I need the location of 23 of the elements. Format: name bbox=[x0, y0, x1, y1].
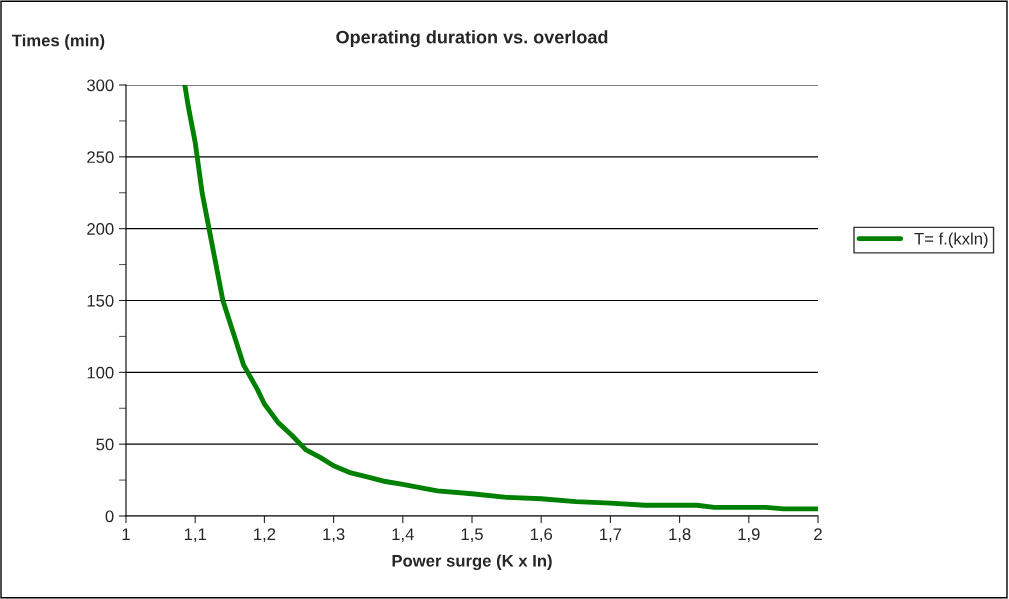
y-tick-label: 250 bbox=[87, 151, 114, 164]
y-tick-label: 100 bbox=[87, 366, 114, 379]
x-tick-label: 1,8 bbox=[669, 528, 691, 543]
y-tick-label: 50 bbox=[96, 438, 114, 451]
x-tick-label: 1,3 bbox=[323, 528, 345, 543]
x-tick-label: 1 bbox=[122, 528, 130, 540]
x-tick-label: 1,7 bbox=[600, 528, 622, 543]
x-tick-label: 2 bbox=[814, 528, 822, 540]
y-tick-label: 0 bbox=[105, 510, 114, 523]
y-tick-label: 200 bbox=[87, 223, 114, 235]
y-axis-title: Times (min) bbox=[12, 34, 105, 50]
legend-label: T= f.(kxln) bbox=[914, 232, 988, 248]
x-tick-label: 1,6 bbox=[530, 528, 553, 543]
x-tick-label: 1,5 bbox=[461, 528, 483, 543]
chart-title: Operating duration vs. overload bbox=[336, 30, 608, 48]
x-tick-label: 1,9 bbox=[738, 528, 760, 543]
x-tick-label: 1,2 bbox=[254, 528, 276, 543]
x-axis-title: Power surge (K x In) bbox=[392, 554, 552, 571]
y-tick-label: 150 bbox=[87, 294, 114, 307]
x-tick-label: 1,4 bbox=[392, 528, 414, 543]
x-tick-label: 1,1 bbox=[184, 528, 206, 543]
line-series bbox=[182, 85, 818, 512]
y-tick-label: 300 bbox=[87, 79, 114, 92]
